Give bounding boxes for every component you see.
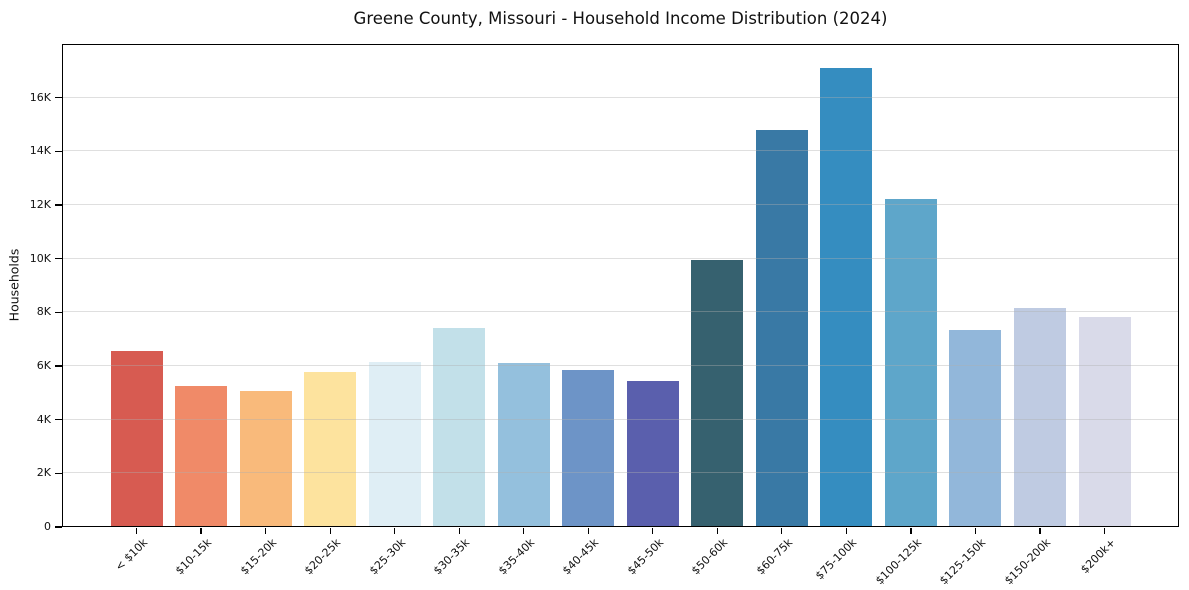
bar-$125-150k [949,329,1002,527]
y-tick-mark [55,365,62,367]
bars-layer [62,44,1179,527]
y-tick-label: 4K [36,412,51,426]
y-tick-label: 6K [36,359,51,372]
x-tick-mark [329,528,331,534]
y-tick-mark [55,150,62,152]
y-tick-label: 10K [29,251,51,265]
x-tick-mark [523,528,525,534]
x-tick-label: $40-45k [560,536,602,578]
x-tick-mark [974,528,977,534]
x-tick-mark [845,528,848,534]
x-tick-mark [458,528,460,534]
y-tick-mark [55,419,62,421]
bar-$75-100k [820,67,873,527]
y-tick-mark [55,311,62,313]
bar-$60-75k [755,130,808,527]
x-tick-label: < $10k [112,536,150,574]
bar-$30-35k [433,328,486,527]
x-tick-mark [265,528,267,534]
x-tick-mark [135,528,138,534]
x-tick-mark [652,528,654,534]
bar-$45-50k [626,381,679,527]
x-tick-label: $35-40k [495,536,537,578]
x-tick-mark [1039,528,1041,534]
x-tick-mark [394,528,396,534]
x-tick-mark [1103,528,1106,534]
x-tick-mark [200,528,202,534]
y-tick-mark [55,526,62,528]
x-tick-label: $100-125k [872,536,925,588]
x-tick-label: $200k+ [1077,536,1118,577]
y-tick-label: 14K [29,144,51,158]
x-tick-label: $30-35k [431,536,473,578]
y-tick-label: 12K [29,198,51,211]
y-tick-label: 8K [36,305,51,319]
x-tick-label: $10-15k [172,536,215,578]
y-tick-label: 2K [36,466,51,480]
x-tick-label: $60-75k [753,536,795,578]
y-tick-mark [55,258,62,260]
bar-$200k+ [1078,316,1131,527]
y-tick-mark [55,204,62,206]
x-tick-label: $20-25k [302,536,344,578]
chart-title: Greene County, Missouri - Household Inco… [353,9,888,28]
x-tick-label: $150-200k [1002,536,1054,588]
x-tick-label: $75-100k [813,536,860,583]
x-tick-mark [587,528,589,534]
bar-$25-30k [368,362,421,527]
bar-$100-125k [884,199,937,527]
bar-$150-200k [1013,307,1066,527]
bar-$40-45k [562,369,615,527]
x-tick-mark [910,528,912,534]
bar-< $10k [110,351,163,527]
x-tick-label: $125-150k [937,536,989,588]
bar-$10-15k [175,386,228,527]
x-tick-label: $25-30k [366,536,408,578]
x-tick-label: $15-20k [237,536,279,578]
bar-$15-20k [239,391,292,527]
plot-area [62,44,1179,527]
y-tick-label: 16K [29,90,51,104]
y-tick-label: 0 [44,520,51,533]
bar-$50-60k [691,259,744,527]
x-tick-mark [716,528,718,534]
x-tick-mark [781,528,783,534]
y-tick-mark [55,97,62,99]
bar-$35-40k [497,363,550,527]
y-tick-mark [55,472,62,474]
x-tick-label: $45-50k [624,536,666,578]
bar-$20-25k [304,371,357,527]
x-tick-label: $50-60k [689,536,731,578]
